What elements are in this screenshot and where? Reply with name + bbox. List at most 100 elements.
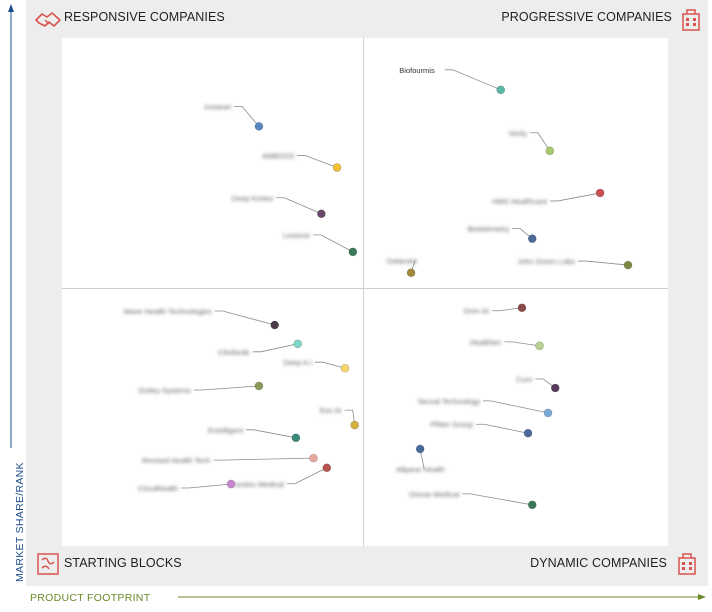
company-point-group: John Green Labs	[517, 257, 633, 270]
company-point-group: Revised Health Tech	[142, 453, 318, 465]
company-point-group: Cliniforde	[218, 339, 303, 357]
leader-line	[529, 132, 551, 151]
company-dot	[270, 320, 280, 330]
quadrant-label-dynamic: DYNAMIC COMPANIES	[530, 556, 667, 570]
company-label: Cliniforde	[218, 348, 250, 357]
x-axis-arrowhead	[698, 594, 706, 600]
company-label: Fronties Medical	[229, 480, 284, 489]
company-label: Instanet	[204, 102, 232, 111]
company-point-group: Biofourmis	[399, 66, 506, 95]
company-point-group: Biotelemetry	[468, 225, 537, 243]
leader-line	[233, 105, 260, 127]
leader-line	[312, 234, 354, 253]
company-point-group: Instanet	[204, 102, 264, 131]
building-icon	[678, 553, 696, 575]
company-dot	[523, 428, 533, 438]
leader-line	[504, 341, 540, 347]
quadrant-label-starting: STARTING BLOCKS	[64, 556, 182, 570]
company-label: Pfitter Group	[430, 420, 473, 429]
leader-line	[491, 307, 523, 312]
leader-line	[276, 197, 322, 215]
company-dot	[415, 444, 425, 454]
company-dot	[350, 420, 359, 430]
company-point-group: Wave Health Technologies	[123, 307, 280, 330]
company-dot	[309, 453, 318, 463]
company-point-group: AMBOSS	[262, 152, 342, 172]
company-point-group: Eon AI	[320, 406, 359, 430]
company-label: Deep Kortex	[232, 194, 274, 203]
leader-line	[512, 228, 533, 239]
company-label: Healthtec	[470, 338, 502, 347]
leader-line	[286, 467, 328, 485]
company-label: Eon AI	[320, 406, 342, 415]
company-dot	[595, 188, 605, 198]
company-dot	[293, 339, 303, 349]
leader-line	[578, 260, 629, 266]
company-label: Entelligent	[208, 426, 244, 435]
leader-line	[344, 409, 356, 426]
company-label: Cloudhealth	[138, 484, 178, 493]
leader-line	[181, 483, 232, 489]
company-dot	[254, 122, 264, 131]
horizontal-divider	[62, 288, 668, 289]
company-point-group: HMS Healthcare	[492, 188, 605, 206]
company-dot	[254, 381, 264, 391]
company-dot	[340, 363, 350, 373]
leader-line	[444, 69, 501, 91]
company-label: Revised Health Tech	[142, 456, 211, 465]
company-point-group: Dottey Systems	[138, 381, 264, 395]
leader-line	[483, 400, 549, 414]
company-dot	[291, 433, 301, 443]
company-point-group: Oren AI	[464, 303, 527, 316]
company-dot	[322, 463, 332, 473]
vertical-divider	[363, 38, 364, 546]
leader-line	[535, 378, 556, 389]
company-point-group: Verily	[508, 129, 555, 156]
company-dot	[226, 479, 236, 489]
company-label: Datacare	[387, 257, 417, 266]
company-label: Dottey Systems	[138, 386, 191, 395]
company-dot	[527, 500, 537, 510]
building-icon	[682, 9, 700, 31]
company-point-group: Fronties Medical	[229, 463, 332, 489]
company-label: Neural Technology	[418, 397, 480, 406]
company-point-group: Cloudhealth	[138, 479, 236, 493]
leader-line	[550, 192, 601, 202]
leader-line	[297, 155, 338, 168]
company-dot	[550, 383, 560, 393]
leader-line	[245, 429, 296, 439]
company-label: John Green Labs	[517, 257, 575, 266]
plot-area	[62, 38, 668, 546]
company-dot	[517, 303, 527, 313]
company-label: Deep A.I	[283, 358, 312, 367]
leader-line	[193, 385, 259, 391]
handshake-icon	[35, 12, 61, 27]
quadrant-label-responsive: RESPONSIVE COMPANIES	[64, 10, 225, 24]
company-label: HMS Healthcare	[492, 197, 547, 206]
company-dot	[406, 268, 416, 277]
company-label: Lexisnix	[283, 231, 310, 240]
company-point-group: Deep A.I	[283, 358, 350, 373]
company-label: Verily	[508, 129, 527, 138]
company-label: Orexie Medical	[409, 490, 459, 499]
y-axis-arrowhead	[8, 4, 14, 12]
company-label: Curo	[516, 375, 532, 384]
points-layer: Biofourmis Verily HMS Healthcare Biotelemet…	[123, 66, 633, 510]
company-point-group: Datacare	[387, 257, 417, 277]
leader-line	[214, 310, 275, 326]
leader-line	[315, 361, 346, 369]
company-dot	[317, 209, 326, 219]
company-point-group: Lexisnix	[283, 231, 358, 257]
leader-line	[252, 343, 298, 353]
company-dot	[527, 234, 537, 243]
company-label: Biotelemetry	[468, 225, 510, 234]
x-axis-label: PRODUCT FOOTPRINT	[30, 592, 151, 604]
leader-line	[476, 423, 529, 434]
company-label: AMBOSS	[262, 152, 294, 161]
company-point-group: Curo	[516, 375, 560, 393]
leader-line	[462, 493, 533, 506]
company-dot	[543, 408, 553, 418]
company-dot	[496, 85, 506, 95]
